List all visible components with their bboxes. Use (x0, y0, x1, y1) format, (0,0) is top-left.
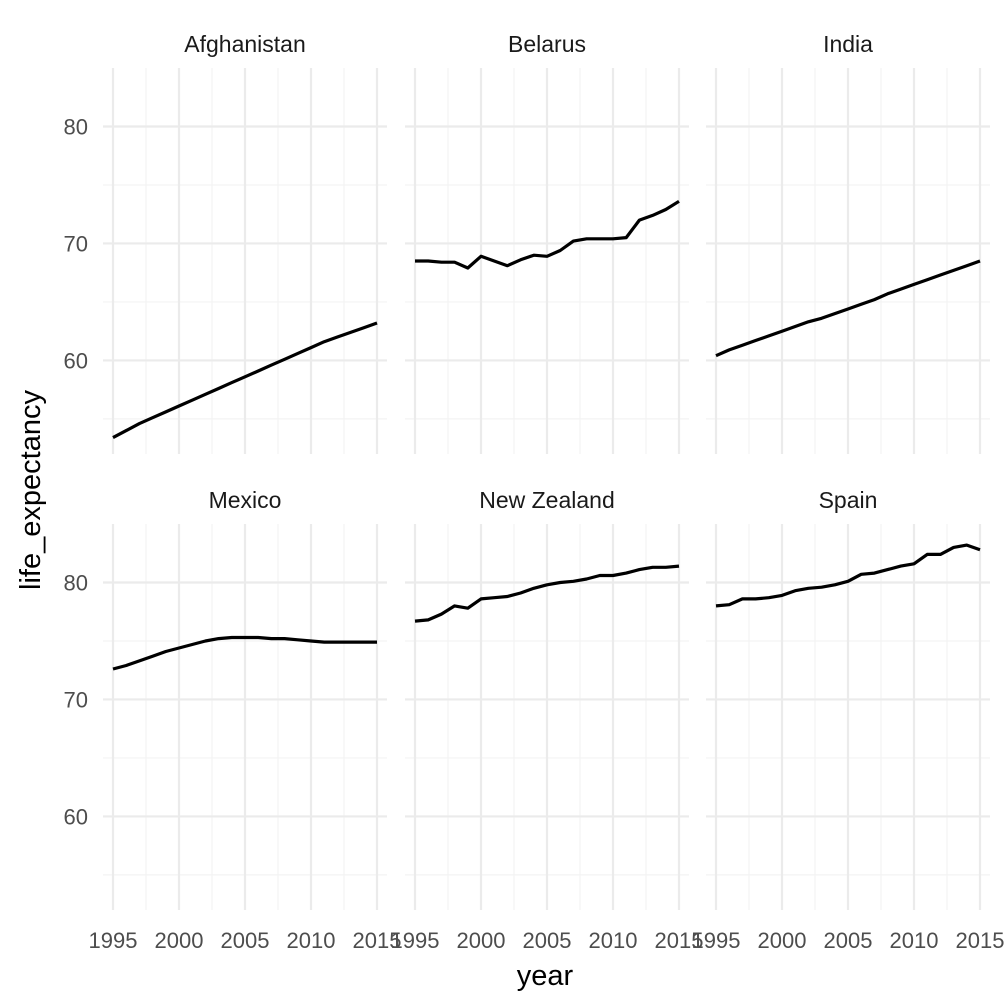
panel-india: India (706, 31, 990, 454)
y-axis-title: life_expectancy (15, 390, 47, 590)
series-line (715, 543, 981, 608)
y-tick-label: 70 (64, 231, 88, 256)
x-tick-label: 2015 (655, 928, 704, 953)
facet-title: Belarus (508, 31, 586, 57)
y-tick-label: 80 (64, 570, 88, 595)
y-tick-labels: 60 70 80 60 70 80 (64, 114, 88, 829)
y-tick-label: 70 (64, 687, 88, 712)
x-tick-label: 1995 (391, 928, 440, 953)
x-tick-label: 2010 (890, 928, 939, 953)
panel-new-zealand: New Zealand (405, 487, 689, 910)
x-tick-label: 2015 (353, 928, 402, 953)
panels-layer: Afghanistan Belarus India Mexico New Zealand… (103, 31, 990, 910)
y-tick-label: 60 (64, 804, 88, 829)
x-tick-label: 2005 (221, 928, 270, 953)
y-tick-label: 80 (64, 114, 88, 139)
series-line (715, 259, 981, 358)
x-tick-label: 2000 (758, 928, 807, 953)
panel-mexico: Mexico (103, 487, 387, 910)
series-line (414, 564, 680, 623)
series-line (415, 199, 680, 270)
x-tick-label: 2015 (956, 928, 1005, 953)
x-tick-label: 2005 (824, 928, 873, 953)
x-axis-title: year (517, 960, 574, 992)
facet-title: India (823, 31, 873, 57)
panel-afghanistan: Afghanistan (103, 31, 387, 454)
x-tick-label: 2000 (155, 928, 204, 953)
facet-title: Afghanistan (184, 31, 305, 57)
y-tick-label: 60 (64, 348, 88, 373)
facet-title: New Zealand (479, 487, 615, 513)
x-tick-label: 1995 (692, 928, 741, 953)
facet-title: Mexico (209, 487, 282, 513)
facet-title: Spain (819, 487, 878, 513)
series-line (112, 321, 378, 440)
panel-spain: Spain (706, 487, 990, 910)
x-tick-label: 2000 (457, 928, 506, 953)
x-tick-label: 2010 (589, 928, 638, 953)
panel-belarus: Belarus (405, 31, 689, 454)
x-tick-label: 2005 (523, 928, 572, 953)
x-tick-label: 2010 (287, 928, 336, 953)
x-tick-label: 1995 (89, 928, 138, 953)
series-line (112, 635, 377, 671)
